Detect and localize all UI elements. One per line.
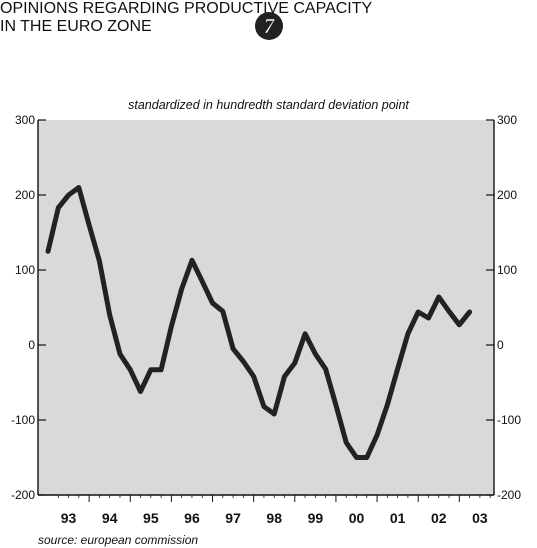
chart-subtitle: standardized in hundredth standard devia…: [128, 98, 409, 112]
x-tick-label: 96: [184, 510, 200, 526]
chart-title-line-1: OPINIONS REGARDING PRODUCTIVE CAPACITY: [0, 0, 373, 17]
source-note: source: european commission: [38, 533, 199, 547]
y-tick-label-right: 0: [497, 338, 504, 352]
y-tick-label-right: 100: [497, 263, 517, 277]
x-tick-label: 03: [472, 510, 488, 526]
x-tick-label: 98: [266, 510, 282, 526]
y-tick-label-left: 100: [15, 263, 35, 277]
x-tick-label: 00: [349, 510, 365, 526]
y-tick-label-right: -200: [497, 488, 521, 502]
chart-number-badge: 7: [255, 12, 283, 40]
x-tick-label: 93: [61, 510, 77, 526]
y-tick-label-left: -200: [11, 488, 35, 502]
y-tick-label-left: 0: [28, 338, 35, 352]
y-tick-label-right: 300: [497, 113, 517, 127]
series-line: [45, 185, 473, 460]
x-tick-label: 94: [102, 510, 118, 526]
y-tick-label-right: -100: [497, 413, 521, 427]
x-tick-label: 02: [431, 510, 447, 526]
y-tick-label-right: 200: [497, 188, 517, 202]
x-tick-label: 95: [143, 510, 159, 526]
y-tick-label-left: -100: [11, 413, 35, 427]
y-tick-label-left: 300: [15, 113, 35, 127]
badge-number: 7: [264, 14, 276, 38]
x-tick-label: 97: [225, 510, 241, 526]
badge-circle: [255, 12, 283, 40]
x-tick-label: 99: [308, 510, 324, 526]
y-tick-label-left: 200: [15, 188, 35, 202]
x-tick-label: 01: [390, 510, 406, 526]
chart-title-line-2: IN THE EURO ZONE: [0, 18, 152, 35]
plot-area: [38, 120, 494, 495]
